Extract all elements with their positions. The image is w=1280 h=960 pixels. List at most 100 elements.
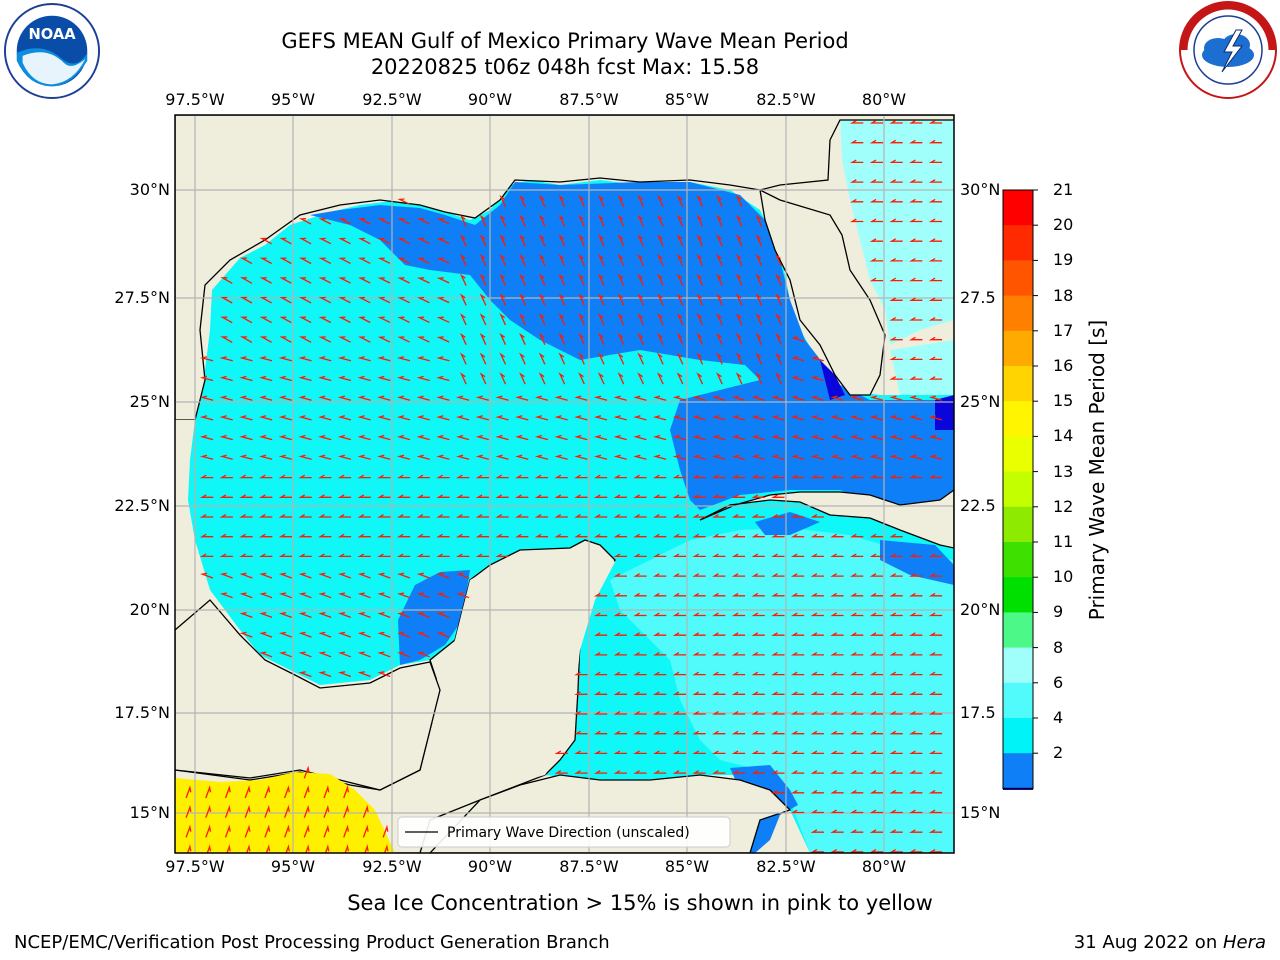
wave-arrow xyxy=(790,533,805,538)
wave-arrow xyxy=(771,415,785,421)
wave-arrow xyxy=(696,313,704,326)
wave-arrow xyxy=(869,139,883,144)
wave-arrow xyxy=(436,434,450,441)
wave-arrow xyxy=(554,415,568,421)
wave-arrow xyxy=(652,573,667,577)
wave-arrow xyxy=(279,257,292,265)
wave-arrow xyxy=(928,336,943,341)
wave-arrow xyxy=(397,592,411,599)
wave-arrow xyxy=(830,848,844,853)
wave-arrow xyxy=(712,592,726,597)
wave-arrow xyxy=(495,415,509,421)
wave-arrow xyxy=(869,238,883,242)
wave-arrow xyxy=(790,395,805,401)
wave-arrow xyxy=(318,592,332,599)
wave-arrow xyxy=(479,372,487,385)
wave-arrow xyxy=(298,631,312,638)
wave-arrow xyxy=(771,612,785,617)
wave-arrow xyxy=(889,257,903,262)
wave-arrow xyxy=(258,553,273,558)
wave-arrow xyxy=(790,770,805,774)
wave-arrow xyxy=(239,631,253,638)
wave-arrow xyxy=(459,332,467,345)
colorbar-tick-label: 15 xyxy=(1053,391,1074,411)
wave-arrow xyxy=(377,237,391,245)
wave-arrow xyxy=(928,198,943,203)
wave-arrow xyxy=(692,494,706,498)
wave-arrow xyxy=(790,514,805,518)
wave-arrow xyxy=(459,313,467,326)
wave-arrow xyxy=(869,159,883,164)
chart-subtitle: 20220825 t06z 048h fcst Max: 15.58 xyxy=(370,55,760,79)
wave-arrow xyxy=(889,376,903,380)
wave-arrow xyxy=(617,214,625,227)
wave-arrow xyxy=(830,711,844,715)
wave-arrow xyxy=(633,651,647,656)
wave-arrow xyxy=(849,809,864,814)
wave-arrow xyxy=(810,730,824,735)
wave-arrow xyxy=(633,573,647,577)
wave-arrow xyxy=(790,356,805,362)
wave-arrow xyxy=(259,257,272,265)
wave-arrow xyxy=(755,352,763,365)
ocean-atlantic-south xyxy=(890,340,954,395)
wave-arrow xyxy=(298,257,312,265)
wave-arrow xyxy=(731,573,746,577)
lon-label-top: 87.5°W xyxy=(559,90,619,109)
wave-arrow xyxy=(357,375,371,382)
wave-arrow xyxy=(593,691,608,695)
wave-arrow xyxy=(396,356,411,362)
wave-arrow xyxy=(928,711,943,715)
wave-arrow xyxy=(656,313,664,326)
wave-arrow xyxy=(889,651,903,656)
wave-arrow xyxy=(416,395,430,401)
wave-arrow xyxy=(928,159,943,164)
wave-arrow xyxy=(459,372,467,385)
wave-arrow xyxy=(790,612,805,617)
sea-ice-arrow xyxy=(205,824,212,838)
wave-arrow xyxy=(735,254,743,267)
ocean-caribbean xyxy=(610,528,954,853)
wave-arrow xyxy=(716,194,723,208)
wave-arrow xyxy=(716,293,723,306)
wave-arrow xyxy=(554,770,568,774)
wave-arrow xyxy=(574,533,588,538)
wave-arrow xyxy=(554,494,568,498)
wave-arrow xyxy=(396,474,411,479)
colorbar-segment xyxy=(1003,330,1033,367)
wave-arrow xyxy=(436,336,450,343)
wave-arrow xyxy=(676,273,684,286)
wave-arrow xyxy=(656,273,664,286)
wave-arrow xyxy=(396,514,411,518)
wave-arrow xyxy=(318,395,332,401)
sea-ice-arrow xyxy=(303,785,310,799)
wave-arrow xyxy=(849,179,864,183)
wave-arrow xyxy=(396,395,411,401)
wave-arrow xyxy=(318,651,332,658)
wave-arrow xyxy=(574,415,588,421)
wave-arrow xyxy=(554,395,568,401)
wave-arrow xyxy=(337,395,352,401)
wave-arrow xyxy=(731,514,746,518)
wave-arrow xyxy=(755,372,763,385)
wave-arrow xyxy=(554,454,568,460)
wave-arrow xyxy=(617,254,625,267)
ocean-2-4-bahamas xyxy=(880,540,954,585)
wave-arrow xyxy=(869,770,883,774)
wave-arrow xyxy=(436,277,450,284)
wave-arrow xyxy=(633,533,647,538)
wave-arrow xyxy=(338,257,351,264)
wave-arrow xyxy=(416,356,430,362)
wave-arrow xyxy=(755,332,763,345)
wave-arrow xyxy=(751,395,765,401)
wave-arrow xyxy=(219,415,233,421)
wave-arrow xyxy=(716,372,723,385)
wave-arrow xyxy=(751,612,765,617)
sea-ice-arrow xyxy=(206,844,212,853)
wave-arrow xyxy=(810,632,824,636)
wave-arrow xyxy=(519,352,526,365)
wave-arrow xyxy=(597,194,605,208)
wave-arrow xyxy=(377,651,391,658)
sea-ice-arrow xyxy=(244,824,251,838)
wave-arrow xyxy=(889,789,903,794)
